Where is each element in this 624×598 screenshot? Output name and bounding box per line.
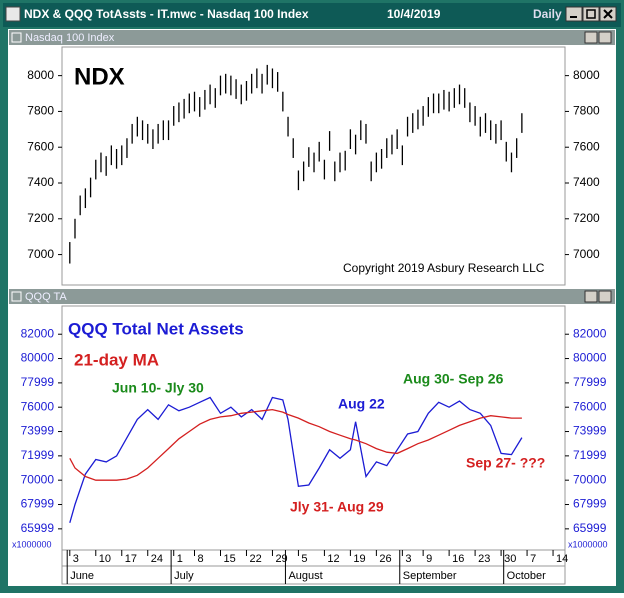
annotation: Sep 27- ??? <box>466 455 545 471</box>
x-tick-label: 8 <box>198 553 204 565</box>
x-tick-label: 3 <box>405 553 411 565</box>
x-tick-label: 15 <box>223 553 235 565</box>
series-line <box>69 396 523 523</box>
y-tick-label: 7800 <box>573 104 600 118</box>
x-tick-label: 10 <box>99 553 111 565</box>
y-tick-label: 7800 <box>27 104 54 118</box>
annotation: Aug 30- Sep 26 <box>403 371 504 387</box>
panel-icon <box>11 32 22 43</box>
x-tick-label: 22 <box>249 553 261 565</box>
annotation: Aug 22 <box>338 396 385 412</box>
maximize-glyph <box>586 9 596 19</box>
y-tick-label: 73999 <box>573 424 607 438</box>
y-tick-label: 77999 <box>21 375 55 389</box>
close-glyph <box>603 9 613 19</box>
window-controls <box>565 6 617 22</box>
panel-header <box>9 289 615 304</box>
y-tick-label: 7400 <box>573 175 600 189</box>
panel-maximize[interactable] <box>584 290 598 303</box>
x-tick-label: 29 <box>275 553 287 565</box>
y-tick-label: 76000 <box>573 399 607 413</box>
month-label: July <box>174 570 194 582</box>
x-tick-label: 12 <box>327 553 339 565</box>
plot-frame <box>61 46 566 286</box>
minimize-button[interactable] <box>565 6 583 22</box>
window-date: 10/4/2019 <box>387 7 441 21</box>
x-tick-label: 1 <box>177 553 183 565</box>
y-tick-label: 8000 <box>573 68 600 82</box>
panel-header <box>9 30 615 45</box>
x-axis-frame <box>61 549 566 585</box>
annotation: Jly 31- Aug 29 <box>290 499 384 515</box>
unit-label: x1000000 <box>568 539 608 549</box>
month-label: August <box>288 570 322 582</box>
y-tick-label: 65999 <box>21 521 55 535</box>
chart-title: QQQ Total Net Assets <box>68 319 244 338</box>
x-tick-label: 14 <box>556 553 568 565</box>
x-tick-label: 19 <box>353 553 365 565</box>
y-tick-label: 7600 <box>573 139 600 153</box>
y-tick-label: 67999 <box>21 497 55 511</box>
y-tick-label: 8000 <box>27 68 54 82</box>
series-line <box>69 408 522 481</box>
y-tick-label: 7400 <box>27 175 54 189</box>
chart-area <box>8 29 616 586</box>
y-tick-label: 71999 <box>573 448 607 462</box>
title-bar <box>3 3 621 27</box>
x-tick-label: 30 <box>504 553 516 565</box>
month-label: June <box>70 570 94 582</box>
y-tick-label: 7200 <box>27 211 54 225</box>
y-tick-label: 7600 <box>27 139 54 153</box>
window-period: Daily <box>533 7 562 21</box>
panel-maximize[interactable] <box>584 31 598 44</box>
month-label: October <box>507 570 546 582</box>
panel-title: QQQ TA <box>25 291 67 303</box>
legend-entry: 21-day MA <box>74 350 159 369</box>
x-tick-label: 7 <box>530 553 536 565</box>
month-label: September <box>403 570 457 582</box>
panel-close[interactable] <box>598 31 612 44</box>
x-tick-label: 5 <box>301 553 307 565</box>
panel-close[interactable] <box>598 290 612 303</box>
x-tick-label: 9 <box>426 553 432 565</box>
y-tick-label: 67999 <box>573 497 607 511</box>
annotation: Jun 10- Jly 30 <box>112 380 204 396</box>
y-tick-label: 77999 <box>573 375 607 389</box>
window-title: NDX & QQQ TotAssts - IT.mwc - Nasdaq 100… <box>24 7 309 21</box>
x-tick-label: 23 <box>478 553 490 565</box>
y-tick-label: 80000 <box>21 351 55 365</box>
y-tick-label: 73999 <box>21 424 55 438</box>
y-tick-label: 82000 <box>21 326 55 340</box>
y-tick-label: 70000 <box>573 472 607 486</box>
maximize-button[interactable] <box>582 6 600 22</box>
x-tick-label: 16 <box>452 553 464 565</box>
panel-icon <box>11 291 22 302</box>
y-tick-label: 70000 <box>21 472 55 486</box>
x-tick-label: 26 <box>379 553 391 565</box>
x-tick-label: 3 <box>73 553 79 565</box>
x-tick-label: 17 <box>125 553 137 565</box>
chart-title: NDX <box>74 63 125 90</box>
y-tick-label: 71999 <box>21 448 55 462</box>
panel-title: Nasdaq 100 Index <box>25 32 115 44</box>
unit-label: x1000000 <box>12 539 52 549</box>
copyright: Copyright 2019 Asbury Research LLC <box>343 261 545 275</box>
y-tick-label: 82000 <box>573 326 607 340</box>
x-tick-label: 24 <box>151 553 163 565</box>
y-tick-label: 76000 <box>21 399 55 413</box>
y-tick-label: 80000 <box>573 351 607 365</box>
y-tick-label: 65999 <box>573 521 607 535</box>
y-tick-label: 7200 <box>573 211 600 225</box>
y-tick-label: 7000 <box>573 247 600 261</box>
app-icon <box>5 6 21 22</box>
y-tick-label: 7000 <box>27 247 54 261</box>
